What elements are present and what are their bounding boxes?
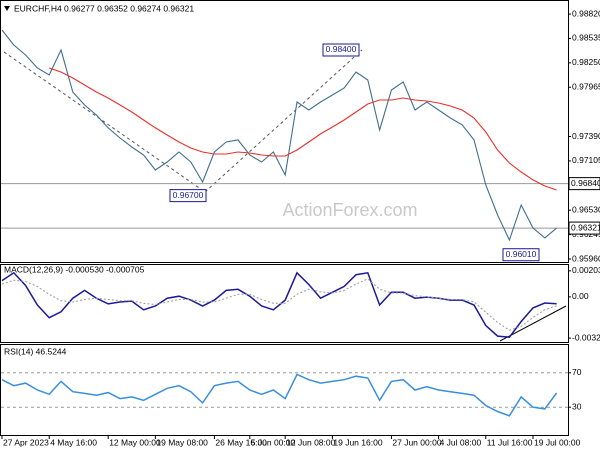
annotation-box	[169, 189, 207, 203]
series-line	[1, 373, 558, 417]
panel-title: MACD(12,26,9) -0.000530 -0.000705	[4, 264, 145, 274]
annotation-box	[322, 43, 360, 57]
x-tick-label: 19 May 08:00	[156, 437, 208, 447]
series-line	[1, 278, 557, 331]
annotation-label: 0.96700	[173, 190, 204, 200]
y-tick-label: 30	[572, 401, 582, 411]
x-tick-label: 4 Jul 08:00	[440, 437, 482, 447]
y-tick-label: 0.98820	[572, 8, 600, 18]
y-tick-label: 0.98535	[572, 33, 600, 43]
y-tick-label: 0.97390	[572, 131, 600, 141]
x-tick-label: 27 Apr 2023	[3, 437, 49, 447]
series-line	[1, 271, 557, 338]
panel-title: RSI(14) 46.5244	[4, 346, 67, 356]
y-tick-label: 0.00	[572, 291, 589, 301]
x-tick-label: 11 Jul 16:00	[487, 437, 533, 447]
price-level-label: 0.96840	[571, 178, 600, 188]
x-tick-label: 12 May 00:00	[109, 437, 161, 447]
annotation-box	[502, 248, 540, 262]
panel-title: EURCHF,H4 0.96277 0.96352 0.96274 0.9632…	[14, 3, 194, 13]
x-tick-label: 12 Jun 08:00	[286, 437, 335, 447]
x-tick-label: 5 Jun 00:00	[251, 437, 296, 447]
price-panel	[0, 0, 569, 263]
rsi-panel	[0, 344, 569, 436]
price-level-box	[568, 221, 600, 235]
y-tick-label: 0.96530	[572, 204, 600, 214]
watermark: ActionForex.com	[282, 200, 417, 220]
trend-line	[204, 49, 363, 193]
y-tick-label: 0.97105	[572, 155, 600, 165]
annotation-label: 0.96010	[506, 249, 537, 259]
menu-icon	[4, 6, 10, 11]
price-level-label: 0.96321	[571, 222, 600, 232]
macd-panel	[0, 264, 569, 343]
y-tick-label: 0.002031	[572, 265, 600, 275]
x-tick-label: 19 Jul 00:00	[534, 437, 581, 447]
trend-line	[3, 51, 206, 193]
y-tick-label: -0.003214	[572, 332, 600, 342]
y-tick-label: 0.97965	[572, 82, 600, 92]
x-tick-label: 19 Jun 16:00	[333, 437, 382, 447]
price-level-box	[568, 177, 600, 191]
series-line	[49, 67, 557, 191]
y-tick-label: 0.95960	[572, 253, 600, 263]
y-tick-label: 0.98250	[572, 57, 600, 67]
x-tick-label: 27 Jun 00:00	[392, 437, 441, 447]
x-tick-label: 4 May 16:00	[50, 437, 97, 447]
annotation-label: 0.98400	[326, 44, 357, 54]
series-line	[1, 29, 557, 242]
x-tick-label: 26 May 16:00	[215, 437, 267, 447]
y-tick-label: 70	[572, 367, 582, 377]
